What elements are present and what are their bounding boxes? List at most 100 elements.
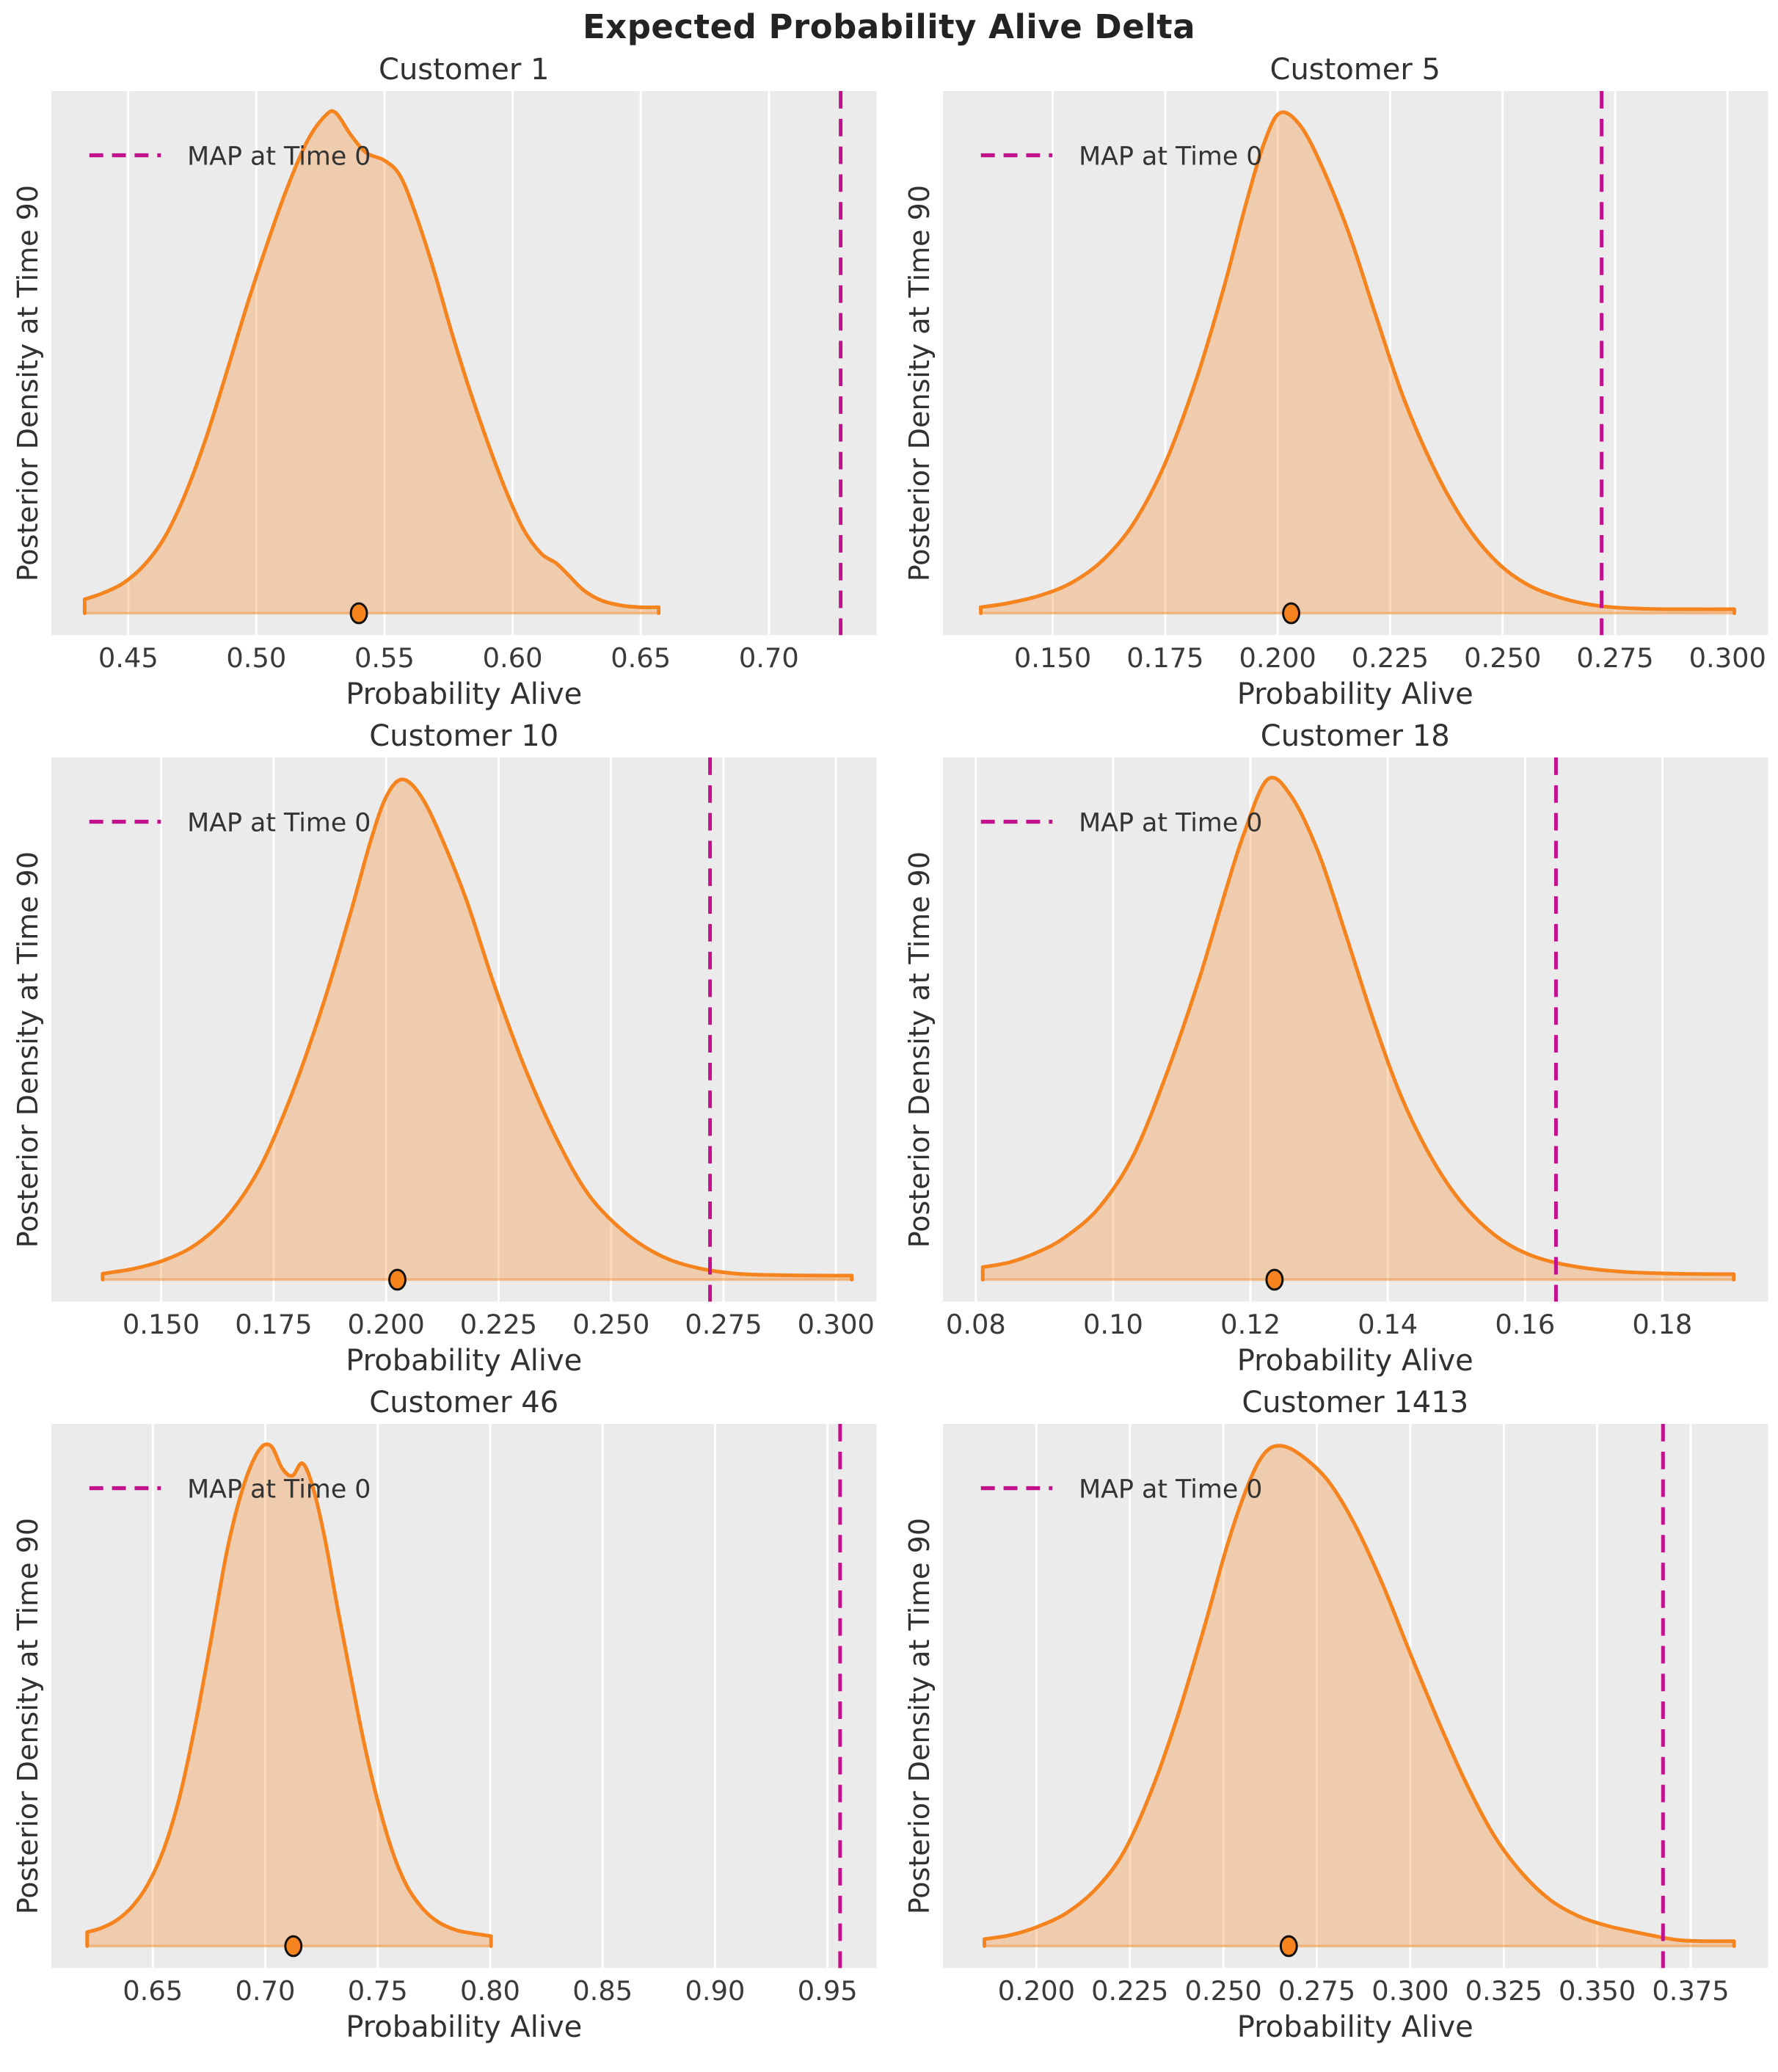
x-tick-label: 0.275 [685, 1309, 762, 1340]
sample-marker [1264, 1268, 1283, 1291]
x-tick-label: 0.375 [1652, 1975, 1729, 2007]
x-tick-label: 0.65 [611, 642, 671, 674]
subplot-title: Customer 46 [369, 1386, 559, 1420]
subplot-customer-10: Customer 10 Posterior Density at Time 90… [4, 718, 877, 1384]
subplot-customer-1413: Customer 1413 Posterior Density at Time … [896, 1384, 1768, 2051]
sample-marker [1279, 1935, 1298, 1958]
plot-area-wrap: MAP at Time 0 0.65 0.70 0.75 0.80 0.85 0.90 0.9… [51, 1424, 877, 2008]
x-tick-label: 0.300 [1688, 642, 1766, 674]
x-tick-label: 0.16 [1495, 1309, 1555, 1340]
plot-body: Posterior Density at Time 90 MAP at Time… [4, 1424, 877, 2008]
x-tick-label: 0.18 [1632, 1309, 1692, 1340]
plot-body: Posterior Density at Time 90 MAP at Time… [896, 1424, 1768, 2008]
sample-marker [388, 1268, 407, 1291]
plot-body: Posterior Density at Time 90 MAP at Time… [4, 91, 877, 675]
plot-background [942, 91, 1768, 636]
plot-area-wrap: MAP at Time 0 0.150 0.175 0.200 0.225 0.250 0.… [51, 757, 877, 1342]
kde-curve [101, 777, 854, 1282]
kde-curve [82, 109, 661, 615]
subplot-customer-5: Customer 5 Posterior Density at Time 90 … [896, 51, 1768, 718]
subplot-title: Customer 1413 [1242, 1386, 1469, 1420]
sample-marker [349, 602, 368, 625]
plot-area-wrap: MAP at Time 0 0.08 0.10 0.12 0.14 0.16 0.18 [942, 757, 1768, 1342]
kde-chart: MAP at Time 0 0.08 0.10 0.12 0.14 0.16 0.18 [942, 757, 1768, 1340]
plot-body: Posterior Density at Time 90 MAP at Time… [896, 757, 1768, 1342]
x-tick-label: 0.70 [236, 1975, 296, 2007]
x-axis-label: Probability Alive [1236, 677, 1473, 712]
legend: MAP at Time 0 [980, 142, 1262, 172]
x-tick-label: 0.225 [1351, 642, 1428, 674]
legend: MAP at Time 0 [89, 142, 371, 172]
x-tick-label: 0.14 [1358, 1309, 1418, 1340]
legend-label: MAP at Time 0 [187, 809, 371, 838]
plot-body: Posterior Density at Time 90 MAP at Time… [4, 757, 877, 1342]
kde-fill [102, 779, 852, 1280]
x-tick-label: 0.350 [1558, 1975, 1635, 2007]
y-axis-label: Posterior Density at Time 90 [12, 1518, 44, 1915]
sample-marker [1281, 602, 1300, 625]
subplot-title: Customer 1 [379, 53, 550, 87]
x-tick-label: 0.175 [1126, 642, 1203, 674]
x-tick-label: 0.250 [1464, 642, 1541, 674]
legend-label: MAP at Time 0 [1079, 809, 1262, 838]
x-tick-label: 0.225 [460, 1309, 537, 1340]
x-tick-label: 0.55 [354, 642, 415, 674]
x-tick-label: 0.275 [1278, 1975, 1355, 2007]
x-tick-label: 0.250 [572, 1309, 649, 1340]
x-tick-label: 0.150 [1013, 642, 1090, 674]
legend: MAP at Time 0 [980, 809, 1262, 838]
y-axis-label: Posterior Density at Time 90 [903, 1518, 936, 1915]
plot-background [51, 91, 877, 636]
kde-curve [978, 110, 1736, 615]
subplot-grid: Customer 1 Posterior Density at Time 90 … [0, 51, 1778, 2051]
legend-label: MAP at Time 0 [1079, 142, 1262, 172]
plot-area-wrap: MAP at Time 0 0.45 0.50 0.55 0.60 0.65 0.70 [51, 91, 877, 675]
kde-chart: MAP at Time 0 0.200 0.225 0.250 0.275 0.300 0.… [942, 1424, 1768, 2007]
plot-body: Posterior Density at Time 90 MAP at Time… [896, 91, 1768, 675]
x-tick-label: 0.200 [347, 1309, 424, 1340]
x-axis-label: Probability Alive [346, 2010, 583, 2045]
kde-chart: MAP at Time 0 0.150 0.175 0.200 0.225 0.250 0.… [51, 757, 877, 1340]
kde-fill [984, 1445, 1734, 1946]
kde-curve [980, 776, 1735, 1282]
x-tick-label: 0.275 [1576, 642, 1653, 674]
y-axis-label: Posterior Density at Time 90 [12, 851, 44, 1248]
kde-chart: MAP at Time 0 0.150 0.175 0.200 0.225 0.250 0.… [942, 91, 1768, 674]
x-tick-label: 0.85 [572, 1975, 633, 2007]
x-tick-label: 0.250 [1184, 1975, 1261, 2007]
kde-chart: MAP at Time 0 0.45 0.50 0.55 0.60 0.65 0.70 [51, 91, 877, 674]
x-tick-label: 0.225 [1091, 1975, 1168, 2007]
sample-marker [284, 1935, 303, 1958]
kde-curve [85, 1442, 493, 1949]
legend-label: MAP at Time 0 [187, 142, 371, 172]
subplot-customer-46: Customer 46 Posterior Density at Time 90… [4, 1384, 877, 2051]
x-tick-label: 0.200 [1239, 642, 1316, 674]
plot-background [942, 757, 1768, 1302]
x-tick-label: 0.50 [226, 642, 286, 674]
x-tick-label: 0.175 [235, 1309, 312, 1340]
y-axis-label: Posterior Density at Time 90 [12, 184, 44, 582]
x-tick-label: 0.75 [348, 1975, 408, 2007]
legend-label: MAP at Time 0 [1079, 1475, 1262, 1505]
x-tick-label: 0.90 [685, 1975, 746, 2007]
x-tick-label: 0.12 [1220, 1309, 1280, 1340]
kde-fill [980, 112, 1735, 614]
x-tick-label: 0.65 [123, 1975, 183, 2007]
subplot-customer-1: Customer 1 Posterior Density at Time 90 … [4, 51, 877, 718]
subplot-customer-18: Customer 18 Posterior Density at Time 90… [896, 718, 1768, 1384]
subplot-title: Customer 5 [1269, 53, 1440, 87]
legend-label: MAP at Time 0 [187, 1475, 371, 1505]
x-axis-label: Probability Alive [346, 1344, 583, 1378]
x-tick-label: 0.80 [460, 1975, 520, 2007]
x-tick-label: 0.300 [798, 1309, 875, 1340]
subplot-title: Customer 18 [1260, 719, 1450, 754]
x-tick-label: 0.200 [997, 1975, 1074, 2007]
x-tick-label: 0.325 [1465, 1975, 1542, 2007]
x-tick-label: 0.10 [1083, 1309, 1143, 1340]
kde-fill [87, 1444, 492, 1946]
x-tick-label: 0.95 [798, 1975, 858, 2007]
plot-background [51, 1424, 877, 1969]
plot-area-wrap: MAP at Time 0 0.200 0.225 0.250 0.275 0.300 0.… [942, 1424, 1768, 2008]
plot-background [942, 1424, 1768, 1969]
